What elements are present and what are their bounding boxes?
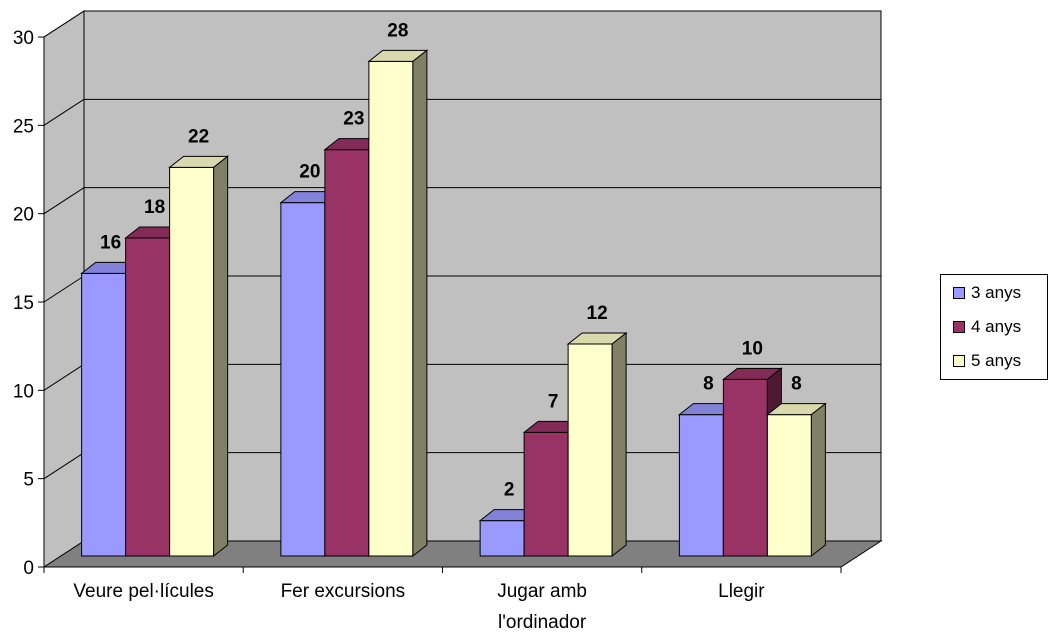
- bar-side: [213, 155, 229, 558]
- bar: [367, 49, 429, 558]
- data-label: 8: [703, 374, 714, 395]
- x-tick-label: l'ordinador: [498, 612, 587, 633]
- data-label: 7: [548, 391, 559, 412]
- bar-front: [567, 343, 613, 557]
- bar-front: [280, 202, 326, 557]
- gridline-side: [43, 98, 85, 126]
- x-tick-label: Veure pel·lícules: [73, 581, 213, 602]
- data-label: 12: [587, 303, 608, 324]
- data-label: 18: [144, 197, 165, 218]
- y-tick-label: 20: [13, 205, 34, 226]
- legend: 3 anys 4 anys 5 anys: [940, 274, 1048, 380]
- y-tick-label: 25: [13, 116, 34, 137]
- data-label: 8: [791, 374, 802, 395]
- bar: [168, 155, 230, 558]
- legend-swatch-3-anys: [953, 287, 965, 299]
- legend-label-5-anys: 5 anys: [971, 351, 1022, 370]
- gridline-side: [43, 452, 85, 480]
- gridline-side: [43, 363, 85, 391]
- bar-front: [678, 414, 724, 557]
- bar-front: [766, 414, 812, 557]
- legend-swatch-4-anys: [953, 321, 965, 333]
- bar-front: [368, 60, 414, 557]
- y-tick-label: 10: [13, 381, 34, 402]
- y-tick-label: 15: [13, 293, 34, 314]
- bar-front: [324, 149, 370, 557]
- x-tick-label: Jugar amb: [497, 581, 587, 602]
- legend-item-5-anys: 5 anys: [953, 351, 1021, 371]
- legend-item-3-anys: 3 anys: [953, 283, 1021, 303]
- gridline-side: [43, 10, 85, 38]
- bar-side: [810, 402, 826, 558]
- legend-label-4-anys: 4 anys: [971, 317, 1022, 336]
- y-tick-label: 0: [23, 558, 34, 579]
- y-tick-label: 30: [13, 28, 34, 49]
- x-tick-label: Llegir: [718, 581, 765, 602]
- bar-front: [169, 166, 215, 557]
- legend-item-4-anys: 4 anys: [953, 317, 1021, 337]
- bar-front: [523, 431, 569, 557]
- data-labels: 16 18 22 20 23 28 2 7 12 8 10 8: [100, 20, 802, 500]
- data-label: 23: [343, 109, 364, 130]
- bar-side: [611, 331, 627, 558]
- bars: [80, 49, 827, 558]
- data-label: 10: [742, 338, 763, 359]
- bar-front: [125, 237, 171, 557]
- bar: [765, 402, 827, 558]
- y-tick-label: 5: [23, 470, 34, 491]
- bar-front: [479, 520, 525, 557]
- legend-swatch-5-anys: [953, 355, 965, 367]
- x-tick-label: Fer excursions: [281, 581, 406, 602]
- data-label: 16: [100, 232, 121, 253]
- data-label: 22: [188, 126, 209, 147]
- bar-front: [722, 378, 768, 557]
- data-label: 28: [387, 20, 408, 41]
- bar: [566, 331, 628, 558]
- gridline-side: [43, 187, 85, 215]
- gridline-side: [43, 275, 85, 303]
- axes: 0 5 10 15 20 25 30 Veure pel·lícules Fer excursi…: [13, 28, 842, 633]
- data-label: 20: [299, 162, 320, 183]
- bar-side: [412, 49, 428, 558]
- bar-front: [81, 272, 127, 557]
- legend-label-3-anys: 3 anys: [971, 283, 1022, 302]
- data-label: 2: [504, 480, 515, 501]
